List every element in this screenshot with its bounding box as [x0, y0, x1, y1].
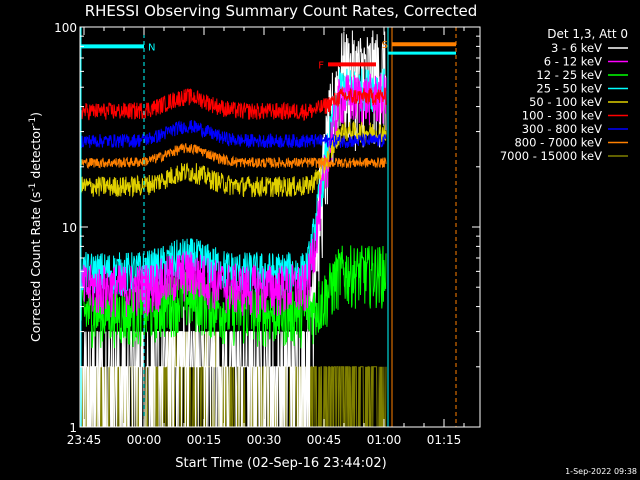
y-tick-label-0: 1 — [69, 421, 77, 435]
legend-label-1: 6 - 12 keV — [544, 55, 602, 69]
y-axis-label-end: ) — [28, 112, 43, 117]
series-line-5 — [79, 86, 387, 121]
series-line-7 — [79, 143, 387, 169]
y-tick-label-2: 100 — [54, 21, 77, 35]
y-axis-label: Corrected Count Rate (s-1 detector-1) — [28, 112, 43, 342]
x-tick-label-6: 01:15 — [427, 433, 462, 447]
legend-label-4: 50 - 100 keV — [529, 95, 602, 109]
annotation-label-saa: S — [382, 40, 388, 51]
chart-title: RHESSI Observing Summary Count Rates, Co… — [85, 2, 478, 20]
legend-label-5: 100 - 300 keV — [522, 109, 602, 123]
annotation-layer: N F S — [80, 27, 457, 427]
series-line-6 — [79, 119, 387, 149]
x-tick-label-0: 23:45 — [67, 433, 102, 447]
legend-label-2: 12 - 25 keV — [536, 68, 602, 82]
legend-label-7: 800 - 7000 keV — [514, 136, 602, 150]
x-tick-label-3: 00:30 — [247, 433, 282, 447]
legend-label-6: 300 - 800 keV — [522, 122, 602, 136]
legend-label-8: 7000 - 15000 keV — [500, 149, 602, 163]
y-axis-label-sup1: -1 — [28, 183, 38, 192]
axis-layer: 23:45 00:00 00:15 00:30 00:45 01:00 01:15 1 10 10… — [54, 21, 480, 447]
y-axis-label-mid: detector — [28, 125, 43, 183]
x-tick-label-5: 01:00 — [367, 433, 402, 447]
x-tick-label-4: 00:45 — [307, 433, 342, 447]
y-axis-label-main: Corrected Count Rate (s — [28, 192, 43, 342]
footer-timestamp: 1-Sep-2022 09:38 — [565, 467, 637, 476]
series-layer — [79, 30, 387, 428]
y-axis-label-sup2: -1 — [28, 117, 38, 126]
series-line-1 — [79, 73, 387, 318]
legend-label-3: 25 - 50 keV — [536, 82, 602, 96]
annotation-label-flare: F — [318, 60, 324, 71]
x-tick-label-1: 00:00 — [127, 433, 162, 447]
x-axis-label: Start Time (02-Sep-16 23:44:02) — [175, 456, 386, 471]
y-tick-label-1: 10 — [62, 221, 77, 235]
annotation-label-night: N — [148, 42, 155, 53]
legend-label-0: 3 - 6 keV — [551, 41, 602, 55]
x-tick-label-2: 00:15 — [187, 433, 222, 447]
legend-header: Det 1,3, Att 0 — [547, 27, 628, 41]
